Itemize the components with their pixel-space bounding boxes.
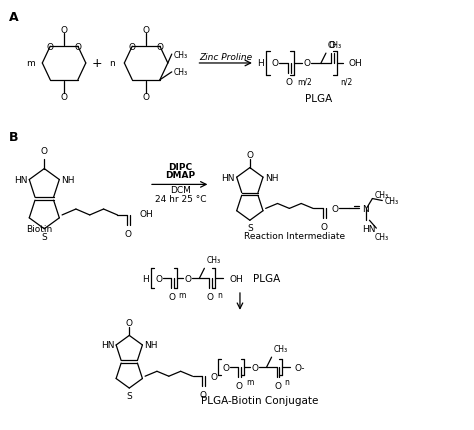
Text: H: H (142, 274, 149, 283)
Text: HN: HN (14, 175, 27, 184)
Text: HN: HN (100, 341, 114, 350)
Text: O: O (41, 147, 48, 155)
Text: CH₃: CH₃ (384, 197, 398, 206)
Text: S: S (247, 224, 253, 233)
Text: O: O (155, 274, 163, 283)
Text: O: O (200, 390, 207, 399)
Text: O: O (211, 372, 218, 381)
Text: PLGA: PLGA (253, 273, 280, 283)
Text: O: O (143, 93, 150, 102)
Text: O: O (47, 43, 54, 52)
Text: m: m (246, 377, 253, 386)
Text: H: H (257, 59, 264, 68)
Text: O: O (223, 362, 229, 372)
Text: m/2: m/2 (297, 78, 312, 86)
Text: CH₃: CH₃ (328, 41, 342, 50)
Text: CH₃: CH₃ (374, 233, 389, 242)
Text: A: A (9, 11, 18, 24)
Text: O: O (271, 59, 278, 68)
Text: S: S (127, 391, 132, 400)
Text: CH₃: CH₃ (174, 50, 188, 59)
Text: OH: OH (349, 59, 363, 68)
Text: n: n (109, 59, 115, 68)
Text: O: O (328, 41, 336, 50)
Text: O: O (251, 362, 258, 372)
Text: +: + (91, 57, 102, 71)
Text: Zinc Proline: Zinc Proline (200, 52, 253, 61)
Text: NH: NH (265, 173, 279, 182)
Text: n: n (217, 290, 222, 299)
Text: O: O (207, 292, 214, 301)
Text: O: O (126, 318, 133, 327)
Text: HN: HN (363, 225, 376, 233)
Text: B: B (9, 131, 18, 144)
Text: DIPC: DIPC (169, 162, 193, 171)
Text: OH: OH (139, 210, 153, 219)
Text: O: O (168, 292, 175, 301)
Text: O: O (246, 151, 253, 160)
Text: O: O (129, 43, 136, 52)
Text: O: O (125, 229, 132, 238)
Text: DCM: DCM (170, 186, 191, 195)
Text: O: O (143, 26, 150, 35)
Text: n: n (284, 377, 289, 386)
Text: O: O (156, 43, 164, 52)
Text: OH: OH (229, 274, 243, 283)
Text: O: O (320, 223, 328, 232)
Text: Reaction Intermediate: Reaction Intermediate (244, 232, 345, 240)
Text: Biotin: Biotin (26, 224, 53, 233)
Text: CH₃: CH₃ (273, 344, 288, 353)
Text: CH₃: CH₃ (174, 68, 188, 77)
Text: PLGA: PLGA (305, 93, 333, 103)
Text: O: O (184, 274, 191, 283)
Text: NH: NH (61, 175, 75, 184)
Text: CH₃: CH₃ (206, 256, 220, 265)
Text: m: m (179, 290, 186, 299)
Text: O: O (286, 78, 293, 86)
Text: O: O (304, 59, 310, 68)
Text: PLGA-Biotin Conjugate: PLGA-Biotin Conjugate (201, 395, 319, 405)
Text: S: S (41, 232, 47, 241)
Text: O: O (74, 43, 82, 52)
Text: n/2: n/2 (340, 78, 352, 86)
Text: m: m (26, 59, 35, 68)
Text: N: N (363, 204, 369, 213)
Text: O: O (236, 381, 243, 390)
Text: O: O (274, 381, 281, 390)
Text: O: O (61, 93, 68, 102)
Text: NH: NH (145, 341, 158, 350)
Text: O: O (331, 204, 338, 213)
Text: O: O (61, 26, 68, 35)
Text: O-: O- (294, 362, 305, 372)
Text: HN: HN (221, 173, 235, 182)
Text: DMAP: DMAP (165, 171, 196, 180)
Text: 24 hr 25 °C: 24 hr 25 °C (155, 195, 206, 204)
Text: CH₃: CH₃ (374, 190, 389, 200)
